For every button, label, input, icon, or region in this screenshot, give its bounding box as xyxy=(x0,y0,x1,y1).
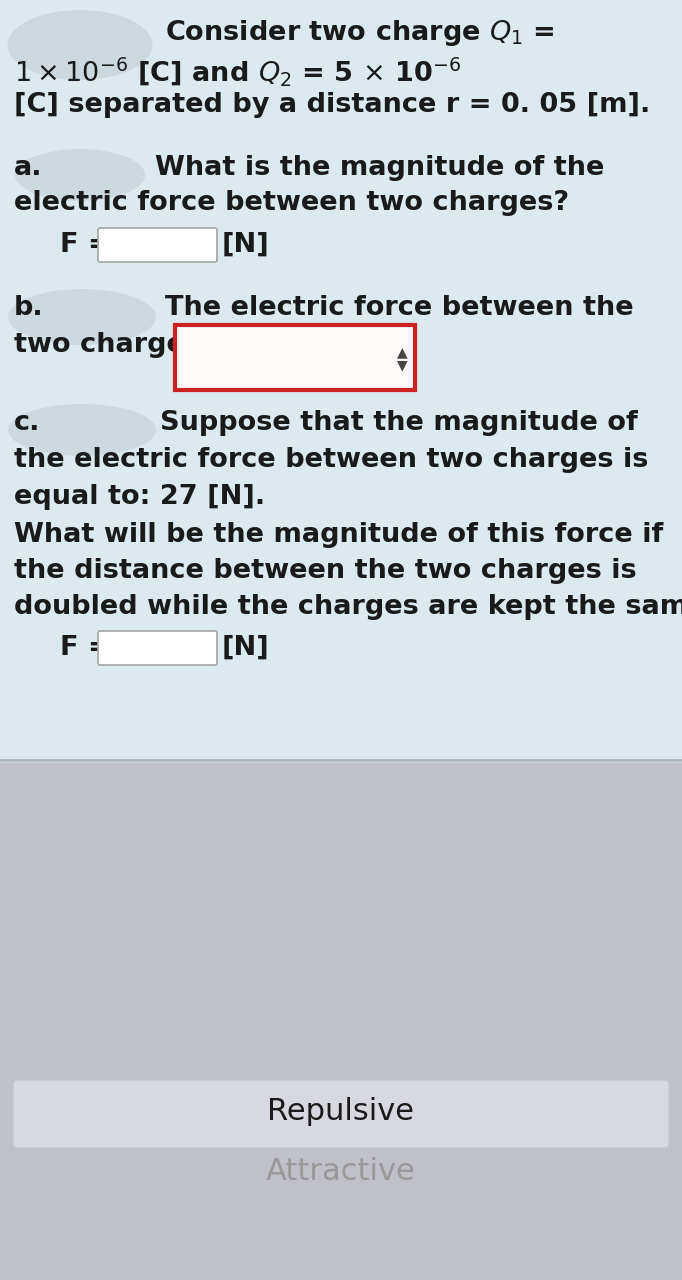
Text: two charges is: two charges is xyxy=(14,332,236,358)
Text: equal to: 27 [N].: equal to: 27 [N]. xyxy=(14,484,265,509)
Text: Repulsive: Repulsive xyxy=(267,1097,415,1126)
Text: F =: F = xyxy=(60,232,110,259)
Text: electric force between two charges?: electric force between two charges? xyxy=(14,189,569,216)
Text: [N]: [N] xyxy=(222,232,270,259)
Text: The electric force between the: The electric force between the xyxy=(165,294,634,321)
Text: $1 \times 10^{-6}$ [C] and $Q_2$ = 5 $\times$ 10$^{-6}$: $1 \times 10^{-6}$ [C] and $Q_2$ = 5 $\t… xyxy=(14,55,461,87)
Text: c.: c. xyxy=(14,410,40,436)
Text: the electric force between two charges is: the electric force between two charges i… xyxy=(14,447,649,474)
Text: Consider two charge $Q_1$ =: Consider two charge $Q_1$ = xyxy=(165,18,555,47)
Ellipse shape xyxy=(8,289,156,346)
Text: the distance between the two charges is: the distance between the two charges is xyxy=(14,558,636,584)
Text: ▲
▼: ▲ ▼ xyxy=(397,346,407,372)
Ellipse shape xyxy=(8,10,153,79)
Bar xyxy=(0,0,682,760)
Text: What is the magnitude of the: What is the magnitude of the xyxy=(155,155,604,180)
Text: Suppose that the magnitude of: Suppose that the magnitude of xyxy=(160,410,638,436)
Text: F =: F = xyxy=(60,635,110,660)
Bar xyxy=(0,760,682,1280)
Ellipse shape xyxy=(8,404,156,456)
Text: a.: a. xyxy=(14,155,42,180)
FancyBboxPatch shape xyxy=(175,325,415,390)
Text: b.: b. xyxy=(14,294,44,321)
Text: doubled while the charges are kept the same.: doubled while the charges are kept the s… xyxy=(14,594,682,620)
FancyBboxPatch shape xyxy=(13,1080,669,1148)
Text: Attractive: Attractive xyxy=(266,1157,416,1187)
FancyBboxPatch shape xyxy=(98,631,217,666)
Ellipse shape xyxy=(15,148,145,201)
FancyBboxPatch shape xyxy=(98,228,217,262)
Text: [N]: [N] xyxy=(222,635,270,660)
Text: [C] separated by a distance r = 0. 05 [m].: [C] separated by a distance r = 0. 05 [m… xyxy=(14,92,650,118)
Text: What will be the magnitude of this force if: What will be the magnitude of this force… xyxy=(14,522,664,548)
